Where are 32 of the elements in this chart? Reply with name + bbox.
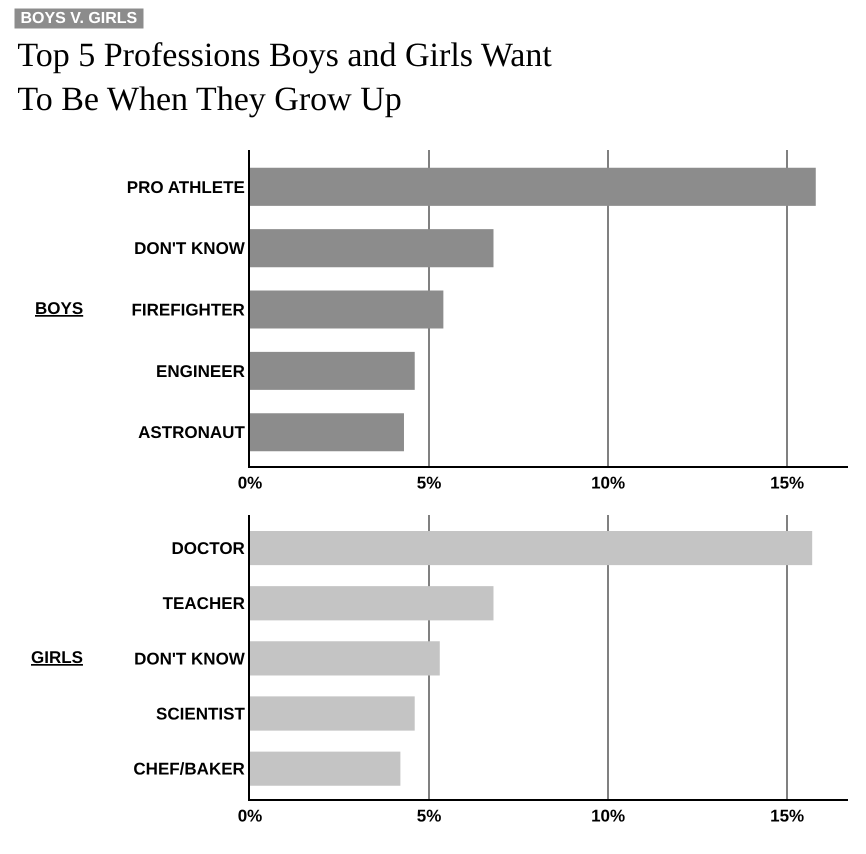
y-tick-label: PRO ATHLETE — [126, 178, 245, 197]
bar — [250, 530, 812, 566]
x-tick-label: 0% — [238, 806, 262, 826]
x-tick-label: 10% — [591, 473, 626, 492]
bar — [250, 696, 415, 731]
chart-title: Top 5 Professions Boys and Girls Want To Be When They Grow Up — [17, 37, 552, 118]
x-tick-label: 5% — [416, 806, 442, 826]
bar — [250, 352, 415, 390]
y-tick-label: DON'T KNOW — [134, 239, 246, 258]
bar — [250, 641, 440, 676]
bar — [250, 752, 400, 786]
bar — [250, 586, 494, 620]
y-axis-title: BOYS — [35, 299, 84, 318]
y-tick-label: ENGINEER — [156, 362, 245, 381]
x-tick-label: 5% — [416, 473, 442, 492]
y-tick-label: DON'T KNOW — [134, 649, 246, 668]
bar — [250, 413, 404, 452]
y-tick-label: SCIENTIST — [156, 704, 246, 724]
x-tick-label: 15% — [770, 473, 804, 492]
y-axis-title: GIRLS — [31, 648, 83, 667]
x-tick-label: 10% — [591, 806, 626, 826]
text: BOYS V. GIRLS — [16, 10, 142, 27]
bar — [250, 229, 494, 268]
y-tick-label: DOCTOR — [171, 539, 245, 558]
y-tick-label: ASTRONAUT — [138, 423, 246, 442]
x-tick-label: 15% — [770, 806, 804, 826]
y-tick-label: TEACHER — [162, 594, 245, 614]
bar — [250, 168, 816, 206]
bar — [250, 290, 444, 329]
x-tick-label: 0% — [238, 473, 262, 492]
y-tick-label: FIREFIGHTER — [132, 300, 245, 320]
y-tick-label: CHEF/BAKER — [133, 760, 245, 779]
